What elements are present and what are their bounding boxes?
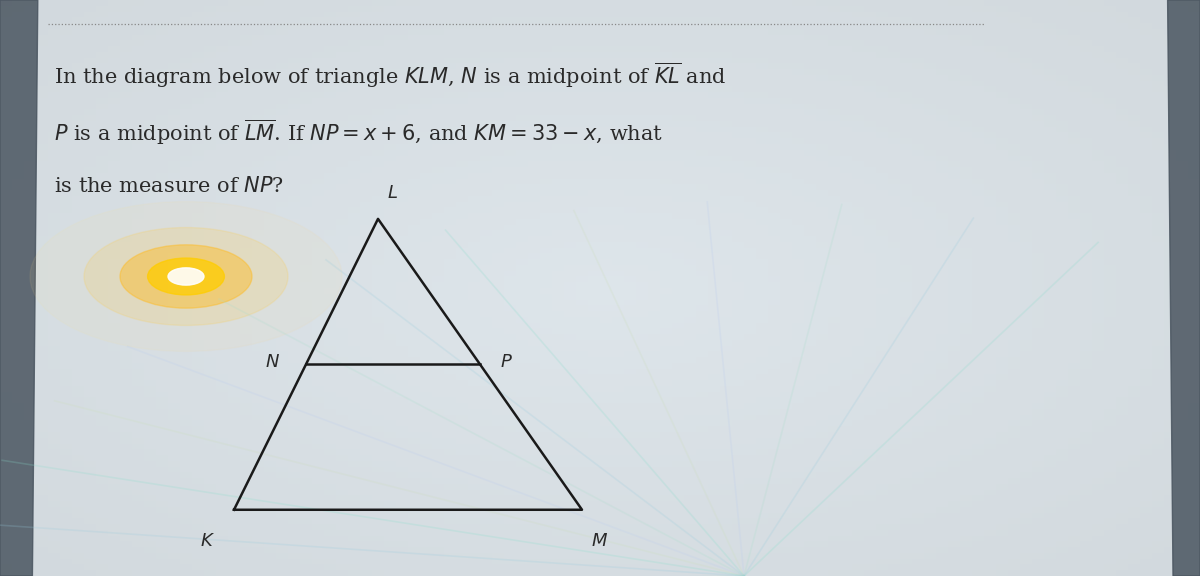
- Circle shape: [84, 228, 288, 325]
- Text: $K$: $K$: [200, 532, 215, 551]
- Text: In the diagram below of triangle $KLM$, $N$ is a midpoint of $\overline{KL}$ and: In the diagram below of triangle $KLM$, …: [54, 60, 726, 90]
- Circle shape: [30, 202, 342, 351]
- Text: $L$: $L$: [386, 184, 398, 202]
- Circle shape: [148, 258, 224, 295]
- Polygon shape: [1168, 0, 1200, 576]
- Text: $N$: $N$: [265, 353, 280, 372]
- Text: $P$ is a midpoint of $\overline{LM}$. If $NP = x + 6$, and $KM = 33 - x$, what: $P$ is a midpoint of $\overline{LM}$. If…: [54, 118, 664, 147]
- Circle shape: [168, 268, 204, 285]
- Text: $P$: $P$: [500, 353, 512, 372]
- Polygon shape: [0, 0, 38, 576]
- Text: is the measure of $NP$?: is the measure of $NP$?: [54, 176, 284, 196]
- Circle shape: [120, 245, 252, 308]
- Text: $M$: $M$: [592, 532, 608, 551]
